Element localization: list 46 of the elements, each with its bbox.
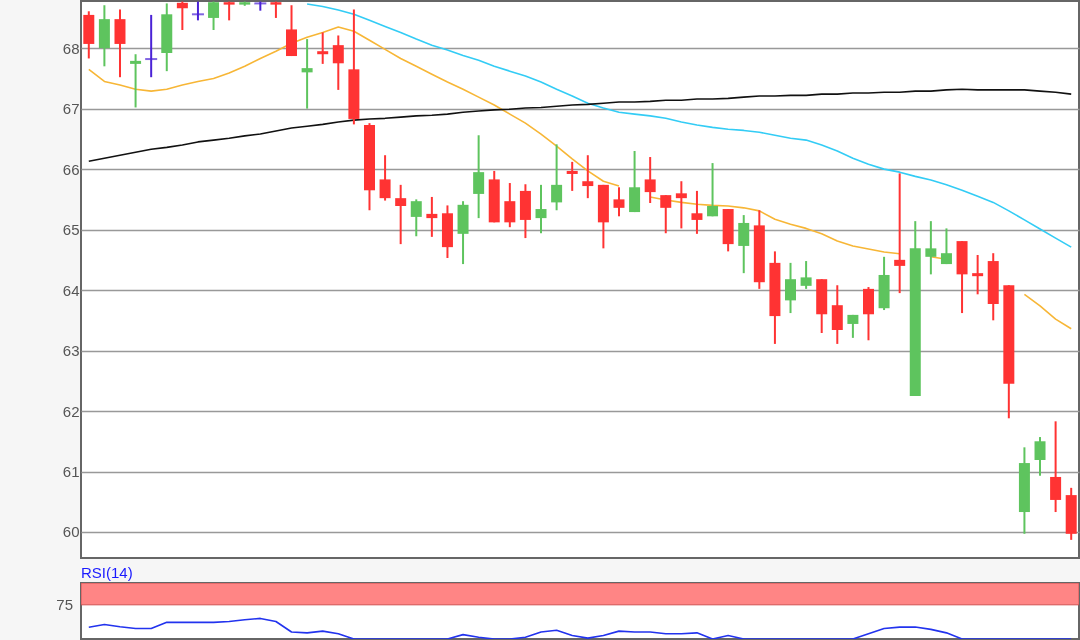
y-tick-label: 62 xyxy=(62,402,80,420)
candlestick xyxy=(473,134,485,220)
candlestick xyxy=(691,189,703,235)
candlestick xyxy=(613,186,625,218)
candlestick xyxy=(191,1,204,22)
y-tick-label: 67 xyxy=(62,100,80,118)
candlestick xyxy=(535,183,547,235)
candlestick xyxy=(894,172,906,295)
candlestick xyxy=(972,254,984,296)
y-tick-label: 64 xyxy=(62,281,80,299)
y-tick-label: 68 xyxy=(62,39,80,57)
y-tick-label: 66 xyxy=(62,160,80,178)
candlestick xyxy=(379,154,391,202)
candlestick xyxy=(208,1,220,32)
candlestick xyxy=(940,227,952,266)
candlestick xyxy=(301,38,313,110)
candlestick xyxy=(707,162,719,218)
candlestick xyxy=(317,31,329,65)
candlestick xyxy=(738,214,750,275)
candlestick xyxy=(551,143,563,212)
candlestick xyxy=(395,183,407,246)
candlestick xyxy=(660,194,672,235)
line-series xyxy=(306,3,1072,248)
candlestick xyxy=(566,160,578,192)
y-tick-label: 61 xyxy=(62,463,80,481)
candlestick xyxy=(675,180,687,230)
candlestick xyxy=(925,220,937,276)
candlestick xyxy=(582,154,594,200)
candlestick xyxy=(800,260,812,290)
y-tick-label: 65 xyxy=(62,221,80,239)
candlestick xyxy=(176,1,188,32)
candlestick xyxy=(1034,436,1046,477)
candlestick xyxy=(785,261,797,315)
candlestick xyxy=(504,182,516,229)
y-tick-label: 63 xyxy=(62,342,80,360)
chart-title: RSI(14) xyxy=(81,564,133,581)
candlestick xyxy=(1050,420,1062,514)
candlestick xyxy=(426,195,438,238)
candlestick xyxy=(644,156,656,204)
line-series xyxy=(88,88,1072,163)
candlestick xyxy=(130,53,142,109)
text: 75 xyxy=(56,595,73,613)
candlestick xyxy=(410,198,422,238)
candlestick xyxy=(145,13,158,79)
y-tick-label: 60 xyxy=(62,523,80,541)
candlestick xyxy=(332,34,344,91)
